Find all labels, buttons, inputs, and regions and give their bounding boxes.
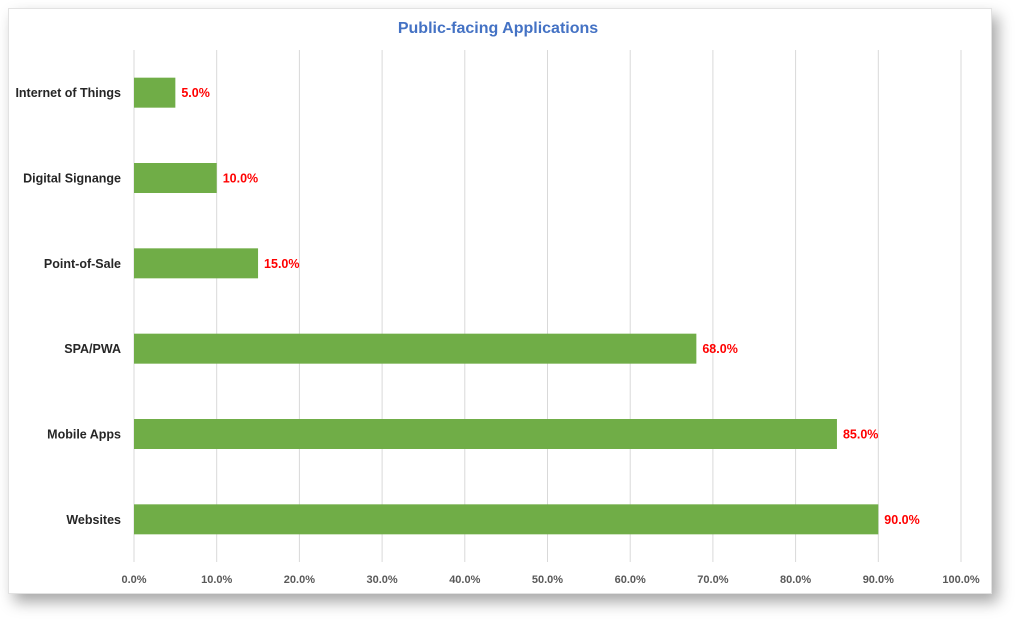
category-label: Mobile Apps bbox=[47, 428, 121, 442]
bar bbox=[134, 77, 176, 108]
data-label: 68.0% bbox=[702, 342, 737, 356]
x-tick-label: 50.0% bbox=[532, 574, 563, 586]
x-tick-label: 90.0% bbox=[863, 574, 894, 586]
data-label: 10.0% bbox=[223, 172, 258, 186]
bars bbox=[134, 77, 879, 535]
x-tick-label: 10.0% bbox=[201, 574, 232, 586]
data-label: 85.0% bbox=[843, 428, 878, 442]
x-tick-label: 20.0% bbox=[284, 574, 315, 586]
data-label: 5.0% bbox=[181, 86, 210, 100]
x-tick-label: 0.0% bbox=[121, 574, 146, 586]
bar bbox=[134, 163, 217, 193]
chart-title: Public-facing Applications bbox=[398, 20, 598, 37]
category-label: Point-of-Sale bbox=[44, 257, 121, 271]
category-label: SPA/PWA bbox=[64, 342, 121, 356]
x-tick-label: 60.0% bbox=[615, 574, 646, 586]
x-tick-label: 30.0% bbox=[366, 574, 397, 586]
gridlines bbox=[133, 50, 962, 562]
category-label: Digital Signange bbox=[23, 172, 121, 186]
bar bbox=[134, 248, 259, 279]
data-labels: 5.0% 10.0% 15.0% 68.0% 85.0% 90.0% bbox=[181, 86, 919, 527]
x-tick-label: 100.0% bbox=[942, 574, 980, 586]
x-tick-label: 70.0% bbox=[697, 574, 728, 586]
data-label: 15.0% bbox=[264, 257, 299, 271]
x-tick-label: 80.0% bbox=[780, 574, 811, 586]
category-label: Websites bbox=[66, 513, 121, 527]
data-label: 90.0% bbox=[884, 513, 919, 527]
bar bbox=[134, 504, 879, 535]
bar bbox=[134, 333, 697, 364]
x-axis-ticks: 0.0% 10.0% 20.0% 30.0% 40.0% 50.0% 60.0% 70.0% 8… bbox=[121, 574, 979, 586]
category-labels: Internet of Things Digital Signange Point-… bbox=[15, 86, 121, 527]
x-tick-label: 40.0% bbox=[449, 574, 480, 586]
bar bbox=[134, 419, 837, 449]
category-label: Internet of Things bbox=[15, 86, 121, 100]
